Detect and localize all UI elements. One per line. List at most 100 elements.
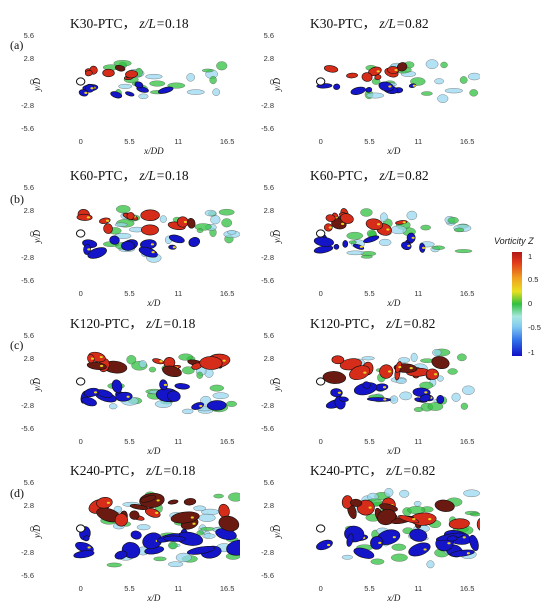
y-axis-label: y/D <box>272 378 282 392</box>
y-tick-label: 2.8 <box>264 354 274 363</box>
y-tick-label: -2.8 <box>21 253 34 262</box>
panel-zl-value: 0.82 <box>405 168 429 183</box>
y-tick-label: 2.8 <box>24 354 34 363</box>
colorbar-tick: 0.5 <box>528 275 539 284</box>
x-axis-label: x/D <box>386 146 400 156</box>
row-label-c: (c) <box>10 338 24 352</box>
x-tick-label: 0 <box>79 437 83 446</box>
vorticity-panel: K240-PTC， z/L=0.82 5.6 2.8 0 -2.8 -5.6 y/D 0 5.5… <box>240 455 480 603</box>
panel-zl-value: 0.82 <box>411 316 436 331</box>
vorticity-panel: K120-PTC， z/L=0.18 5.6 2.8 0 -2.8 -5.6 y/D 0 5.5… <box>0 308 240 456</box>
panel-case: K120-PTC <box>310 316 370 331</box>
y-tick-label: 5.6 <box>24 331 34 340</box>
colorbar-tick: -1 <box>528 348 535 357</box>
y-tick-label: -2.8 <box>261 253 274 262</box>
vorticity-panel: K60-PTC， z/L=0.82 5.6 2.8 0 -2.8 -5.6 y/D 0 5.5 1… <box>240 160 480 308</box>
y-tick-label: 2.8 <box>24 501 34 510</box>
y-tick-label: -5.6 <box>21 276 34 285</box>
vortex-field <box>316 59 480 103</box>
vorticity-panel: K60-PTC， z/L=0.18 5.6 2.8 0 -2.8 -5.6 y/D 0 5.5 1… <box>0 160 240 308</box>
panel-case: K120-PTC <box>70 316 130 331</box>
y-tick-label: -2.8 <box>21 401 34 410</box>
y-tick-label: -2.8 <box>261 401 274 410</box>
panel-title: K30-PTC， z/L=0.18 <box>70 12 189 32</box>
x-tick-label: 5.5 <box>364 437 374 446</box>
panel-separator: ， <box>122 168 140 183</box>
panel-zl-value: 0.82 <box>405 16 429 31</box>
x-tick-label: 5.5 <box>124 289 134 298</box>
vorticity-contour-plot: 5.62.80-2.8-5.6y/D0 5.5 11 16.5x/D <box>21 183 240 308</box>
vorticity-panel: K240-PTC， z/L=0.18 5.6 2.8 0 -2.8 -5.6 y/D 0 5.5… <box>0 455 240 603</box>
vortex-field <box>78 60 228 99</box>
vorticity-contour-plot: 5.62.80-2.8-5.6y/D0 5.5 11 16.5x/D <box>261 331 475 456</box>
cylinder-marker <box>315 77 326 86</box>
x-tick-label: 11 <box>414 289 422 298</box>
y-tick-label: 0 <box>30 230 34 239</box>
x-tick-label: 11 <box>414 137 422 146</box>
panel-zl-label: z/L= <box>146 316 172 331</box>
cylinder-marker <box>75 377 86 386</box>
y-tick-label: -5.6 <box>261 276 274 285</box>
x-axis-label: x/D <box>386 298 400 308</box>
vorticity-panel: K120-PTC， z/L=0.82 5.6 2.8 0 -2.8 -5.6 y/D 0 5.5… <box>240 308 480 456</box>
x-tick-label: 0 <box>79 137 83 146</box>
x-tick-label: 0 <box>319 289 323 298</box>
y-tick-label: -5.6 <box>21 571 34 580</box>
row-label-d: (d) <box>10 486 24 500</box>
x-axis-label: x/D <box>386 446 400 456</box>
vortex-field <box>80 351 237 414</box>
y-axis-label: y/D <box>32 78 42 92</box>
panel-zl-value: 0.18 <box>171 316 196 331</box>
y-tick-label: 0 <box>30 78 34 87</box>
y-tick-label: 2.8 <box>24 54 34 63</box>
colorbar-tick: 1 <box>528 252 533 261</box>
panel-case: K60-PTC <box>310 168 363 183</box>
panel-zl-label: z/L= <box>139 168 166 183</box>
x-tick-label: 0 <box>319 137 323 146</box>
x-tick-label: 16.5 <box>220 289 235 298</box>
y-tick-label: 0 <box>270 378 274 387</box>
panel-case: K240-PTC <box>70 463 130 478</box>
x-tick-label: 0 <box>79 584 83 593</box>
vorticity-contour-plot: 5.62.80-2.8-5.6y/D0 5.5 11 16.5x/D <box>261 31 480 156</box>
x-tick-label: 0 <box>319 437 323 446</box>
x-tick-label: 11 <box>174 437 182 446</box>
x-tick-label: 16.5 <box>460 289 475 298</box>
panel-title: K120-PTC， z/L=0.82 <box>310 312 435 332</box>
x-tick-label: 16.5 <box>460 437 475 446</box>
y-tick-label: 0 <box>270 525 274 534</box>
panel-title: K60-PTC， z/L=0.18 <box>70 164 189 184</box>
panel-zl-value: 0.18 <box>171 463 196 478</box>
panel-zl-label: z/L= <box>379 168 406 183</box>
panel-separator: ， <box>362 168 380 183</box>
x-tick-label: 5.5 <box>124 584 134 593</box>
y-tick-label: -2.8 <box>21 101 34 110</box>
x-tick-label: 16.5 <box>460 137 475 146</box>
vortex-field <box>322 348 475 412</box>
x-axis-label: x/D <box>146 446 160 456</box>
y-tick-label: 2.8 <box>24 206 34 215</box>
x-axis-label: x/D <box>146 593 160 603</box>
x-tick-label: 5.5 <box>124 137 134 146</box>
y-tick-label: 2.8 <box>264 501 274 510</box>
y-tick-label: 5.6 <box>264 31 274 40</box>
vortex-field <box>313 208 473 259</box>
panel-case: K240-PTC <box>310 463 370 478</box>
y-axis-label: y/D <box>32 378 42 392</box>
y-tick-label: 0 <box>30 525 34 534</box>
y-tick-label: 0 <box>270 230 274 239</box>
cylinder-marker <box>75 77 86 86</box>
y-tick-label: -2.8 <box>21 548 34 557</box>
y-tick-label: -5.6 <box>261 424 274 433</box>
x-tick-label: 11 <box>174 289 182 298</box>
colorbar-tick: -0.5 <box>528 323 541 332</box>
y-tick-label: 2.8 <box>264 54 274 63</box>
y-tick-label: 2.8 <box>264 206 274 215</box>
x-tick-label: 5.5 <box>364 289 374 298</box>
x-tick-label: 16.5 <box>220 437 235 446</box>
x-tick-label: 11 <box>414 437 422 446</box>
y-axis-label: y/D <box>32 525 42 539</box>
vorticity-contour-plot: 5.62.80-2.8-5.6y/D0 5.5 11 16.5x/D <box>21 331 237 456</box>
x-axis-label: x/D <box>146 298 160 308</box>
